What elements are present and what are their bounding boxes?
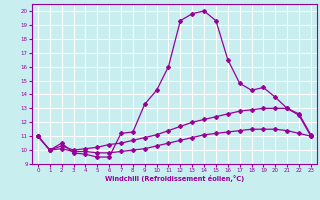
X-axis label: Windchill (Refroidissement éolien,°C): Windchill (Refroidissement éolien,°C) (105, 175, 244, 182)
